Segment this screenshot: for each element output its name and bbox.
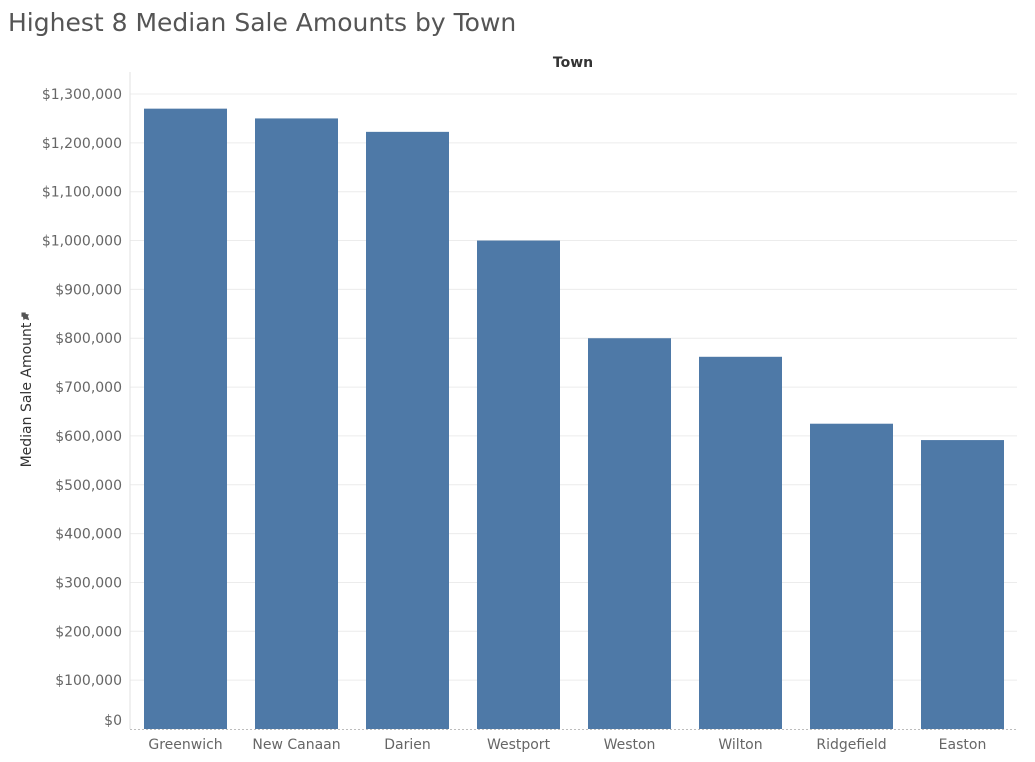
column-header[interactable]: Town (553, 55, 593, 71)
chart-title: Highest 8 Median Sale Amounts by Town (8, 8, 517, 37)
y-tick-label: $1,200,000 (42, 136, 122, 152)
y-tick-label: $1,000,000 (42, 234, 122, 250)
bar-wilton[interactable] (699, 356, 782, 729)
y-tick-label: $700,000 (55, 380, 122, 396)
y-tick-label: $200,000 (55, 624, 122, 640)
x-tick-label[interactable]: Greenwich (148, 737, 222, 753)
y-tick-label: $400,000 (55, 527, 122, 543)
x-axis-labels: Greenwich New Canaan Darien Westport Weston W… (148, 737, 986, 753)
x-tick-label[interactable]: New Canaan (252, 737, 340, 753)
bars (144, 108, 1004, 730)
x-tick-label[interactable]: Easton (939, 737, 987, 753)
bar-new-canaan[interactable] (255, 118, 338, 729)
pin-icon[interactable] (19, 310, 32, 323)
y-tick-label: $1,100,000 (42, 185, 122, 201)
bar-weston[interactable] (588, 338, 671, 729)
y-axis-ticks: $0 $100,000 $200,000 $300,000 $400,000 $500,0… (42, 87, 122, 729)
x-tick-label[interactable]: Wilton (718, 737, 762, 753)
y-tick-label: $300,000 (55, 575, 122, 591)
y-tick-label: $800,000 (55, 331, 122, 347)
y-axis-title-group[interactable]: Median Sale Amount (19, 310, 35, 468)
y-tick-label: $600,000 (55, 429, 122, 445)
y-tick-label: $100,000 (55, 673, 122, 689)
bar-westport[interactable] (477, 240, 560, 730)
x-tick-label[interactable]: Westport (487, 737, 551, 753)
x-tick-label[interactable]: Weston (604, 737, 656, 753)
y-tick-label: $0 (104, 713, 122, 729)
y-tick-label: $1,300,000 (42, 87, 122, 103)
y-tick-label: $500,000 (55, 478, 122, 494)
x-tick-label[interactable]: Darien (384, 737, 431, 753)
bar-darien[interactable] (366, 131, 449, 729)
bar-ridgefield[interactable] (810, 423, 893, 729)
y-tick-label: $900,000 (55, 282, 122, 298)
bar-greenwich[interactable] (144, 108, 227, 729)
bar-easton[interactable] (921, 440, 1004, 729)
y-axis-title[interactable]: Median Sale Amount (19, 322, 35, 467)
x-tick-label[interactable]: Ridgefield (816, 737, 886, 753)
